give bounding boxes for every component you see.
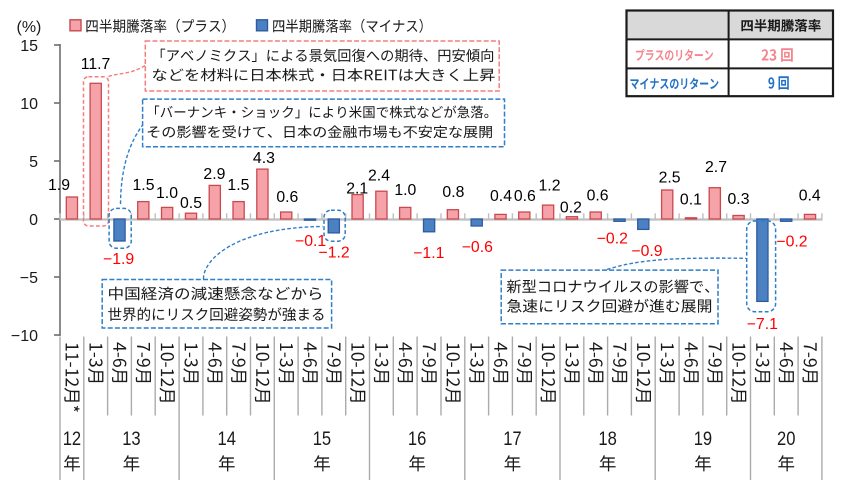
svg-text:2.1: 2.1	[346, 181, 368, 198]
svg-text:0.6: 0.6	[276, 189, 298, 206]
svg-text:18: 18	[598, 428, 616, 450]
svg-text:0.2: 0.2	[560, 200, 582, 217]
svg-text:1.2: 1.2	[539, 178, 561, 195]
svg-text:1.0: 1.0	[156, 185, 178, 202]
svg-text:15: 15	[313, 428, 331, 450]
svg-text:−5: −5	[20, 270, 38, 287]
svg-text:14: 14	[217, 428, 235, 450]
svg-text:17: 17	[503, 428, 521, 450]
svg-text:1.5: 1.5	[133, 177, 155, 194]
svg-text:−0.2: −0.2	[597, 231, 628, 248]
svg-text:0: 0	[29, 212, 38, 229]
svg-text:−10: −10	[11, 328, 38, 345]
svg-text:12: 12	[63, 428, 81, 450]
svg-text:2.7: 2.7	[705, 159, 727, 176]
svg-text:−7.1: −7.1	[747, 316, 778, 333]
svg-text:20: 20	[777, 428, 795, 450]
svg-text:−0.1: −0.1	[295, 233, 326, 250]
svg-text:10: 10	[20, 96, 38, 113]
svg-text:0.4: 0.4	[799, 188, 821, 205]
svg-text:0.5: 0.5	[180, 195, 202, 212]
svg-text:0.6: 0.6	[514, 188, 536, 205]
svg-text:13: 13	[122, 428, 140, 450]
svg-text:19: 19	[694, 428, 712, 450]
svg-text:1.0: 1.0	[394, 182, 416, 199]
svg-text:5: 5	[29, 154, 38, 171]
svg-text:2.4: 2.4	[368, 168, 390, 185]
svg-text:1.5: 1.5	[227, 177, 249, 194]
svg-text:0.6: 0.6	[587, 188, 609, 205]
svg-text:0.3: 0.3	[728, 191, 750, 208]
svg-text:−1.1: −1.1	[413, 245, 444, 262]
svg-text:0.8: 0.8	[442, 184, 464, 201]
svg-text:−1.2: −1.2	[319, 245, 350, 262]
svg-text:0.4: 0.4	[490, 188, 512, 205]
svg-text:−0.6: −0.6	[462, 239, 493, 256]
svg-text:4.3: 4.3	[253, 150, 275, 167]
svg-text:0.1: 0.1	[680, 192, 702, 209]
svg-text:11.7: 11.7	[81, 56, 111, 73]
svg-text:−1.9: −1.9	[103, 251, 134, 268]
svg-text:15: 15	[20, 38, 38, 55]
svg-text:2.5: 2.5	[659, 170, 681, 187]
svg-text:(%): (%)	[17, 19, 42, 36]
svg-text:16: 16	[408, 428, 426, 450]
svg-text:−0.2: −0.2	[776, 234, 807, 251]
svg-text:1.9: 1.9	[48, 177, 70, 194]
svg-text:−0.9: −0.9	[631, 243, 662, 260]
svg-text:2.9: 2.9	[203, 166, 225, 183]
